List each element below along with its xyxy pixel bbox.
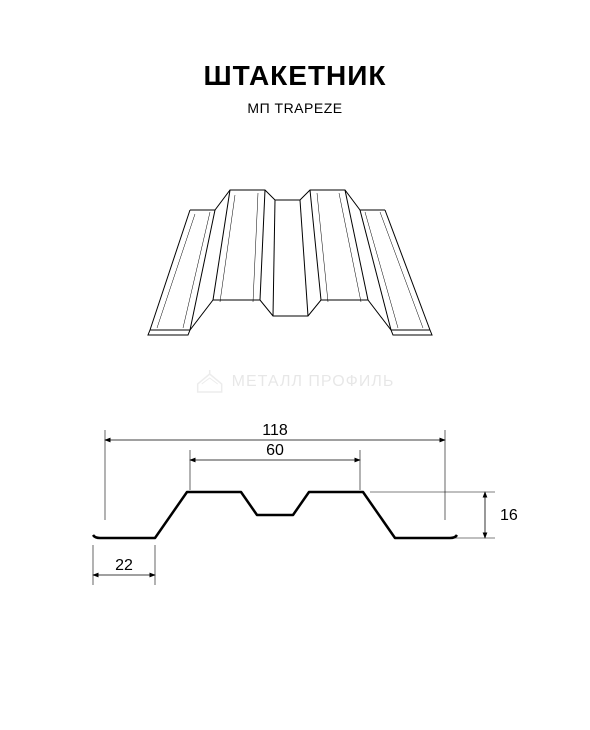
product-subtitle: МП TRAPEZE <box>0 100 590 116</box>
product-title: ШТАКЕТНИК <box>0 60 590 92</box>
dim-top-width: 60 <box>266 442 284 459</box>
dim-height: 16 <box>500 507 518 524</box>
watermark: МЕТАЛЛ ПРОФИЛЬ <box>196 370 395 394</box>
watermark-text: МЕТАЛЛ ПРОФИЛЬ <box>232 373 395 391</box>
watermark-house-icon <box>196 370 224 394</box>
dim-left-base: 22 <box>115 557 133 574</box>
perspective-view <box>95 170 495 370</box>
cross-section-diagram: 118 60 22 16 <box>55 420 535 620</box>
dim-total-width: 118 <box>262 422 288 439</box>
